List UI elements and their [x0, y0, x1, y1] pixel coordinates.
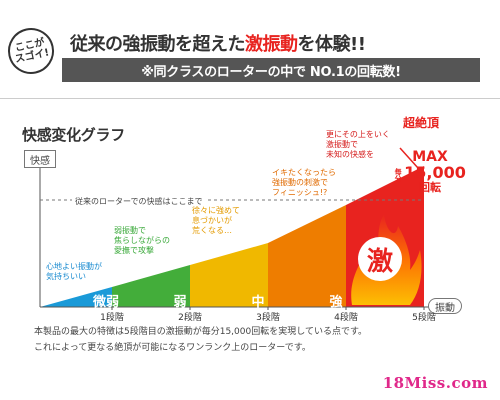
headline-accent: 激振動 — [245, 34, 298, 55]
baseline-caption: 従来のローターでの快感はここまで — [72, 196, 206, 207]
step-1-area — [40, 287, 112, 307]
max-label: MAX — [412, 149, 448, 165]
step-label-5: 激 — [358, 237, 402, 281]
annotation-step-4: イキたくなったら 強振動の刺激で フィニッシュ!? — [272, 168, 336, 197]
site-logo: 18Miss.com — [382, 374, 488, 392]
headline: 従来の強振動を超えた激振動を体験!! — [70, 30, 366, 56]
x-axis-label: 振動 — [428, 298, 462, 314]
super-climax-label: 超絶頂 — [403, 116, 440, 130]
per-minute-label: 毎分 — [394, 168, 403, 182]
tick-label-4: 4段階 — [334, 313, 358, 323]
footer-line-1: 本製品の最大の特徴は5段階目の激振動が毎分15,000回転を実現している点です。 — [34, 327, 368, 337]
y-axis-label: 快感 — [24, 150, 56, 168]
graph-title: 快感変化グラフ — [22, 126, 125, 144]
step-label-4: 強 — [329, 295, 343, 310]
footer-line-2: これによって更なる絶頂が可能になるワンランク上のローターです。 — [34, 343, 311, 353]
subheadline-text: ※同クラスのローターの中で NO.1の回転数! — [141, 64, 401, 80]
peak-pointer — [399, 147, 419, 169]
step-label-2: 弱 — [173, 295, 187, 310]
step-4-area — [268, 205, 346, 307]
step-2-area — [112, 265, 190, 307]
tick-label-3: 3段階 — [256, 313, 280, 323]
headline-pre: 従来の強振動を超えた — [70, 34, 246, 55]
tick-label-1: 1段階 — [100, 313, 124, 323]
annotation-step-5: 更にその上をいく 激振動で 未知の快感を — [326, 130, 390, 159]
max-rpm-value: 15,000 — [404, 163, 466, 182]
headline-post: を体験!! — [297, 34, 366, 55]
max-rpm-callout: MAX 毎分 15,000 回転 — [380, 150, 480, 194]
max-rpm-unit: 回転 — [419, 181, 441, 194]
annotation-step-2: 弱振動で 焦らしながらの 愛撫で攻撃 — [114, 226, 170, 255]
subheadline-bar: ※同クラスのローターの中で NO.1の回転数! — [62, 58, 480, 82]
tick-label-2: 2段階 — [178, 313, 202, 323]
step-3-area — [190, 243, 268, 307]
divider — [0, 98, 500, 99]
step-label-1: 微弱 — [92, 295, 119, 310]
annotation-step-1: 心地よい振動が 気持ちいい — [46, 262, 102, 281]
tick-label-5: 5段階 — [412, 313, 436, 323]
annotation-step-3: 徐々に強めて 息づかいが 荒くなる… — [192, 206, 240, 235]
step-label-3: 中 — [251, 295, 265, 310]
